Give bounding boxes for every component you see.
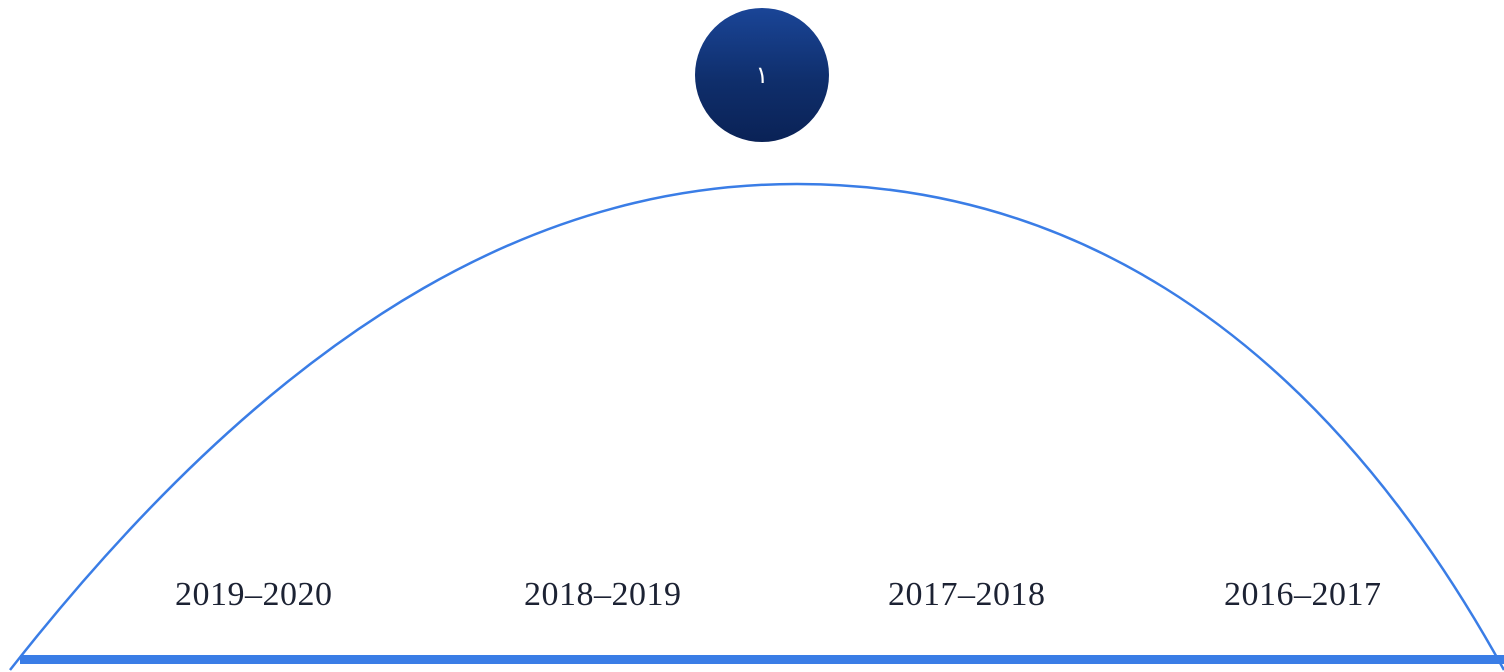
timeline-baseline [20,655,1504,664]
period-label-2018-2019: 2018–2019 [524,576,682,613]
period-label-2017-2018: 2017–2018 [888,576,1046,613]
period-label-2019-2020: 2019–2020 [175,576,333,613]
period-label-2016-2017: 2016–2017 [1224,576,1382,613]
timeline-arc [9,182,1504,671]
step-number-badge: ١ [695,8,829,142]
step-number-label: ١ [755,61,769,89]
